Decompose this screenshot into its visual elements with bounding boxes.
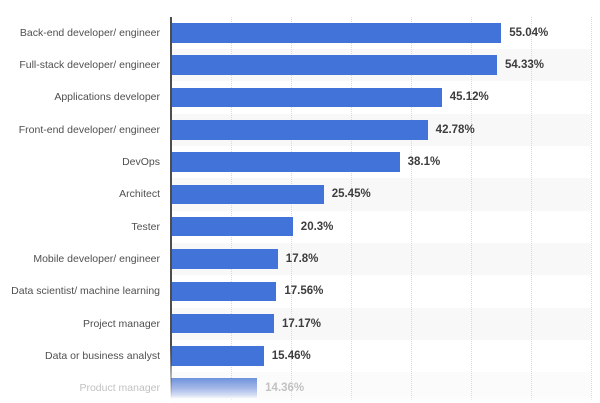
category-label: Data or business analyst [45,349,160,362]
value-label: 54.33% [504,59,544,72]
category-label: Tester [131,220,160,233]
value-label: 45.12% [449,91,489,104]
category-label: Project manager [82,317,160,330]
bar-row: Back-end developer/ engineer 55.04% [0,17,600,49]
value-label: 42.78% [435,123,475,136]
bar [171,378,258,398]
y-axis-line [170,17,172,399]
gridline-70pct [590,17,592,400]
category-label: Architect [119,188,160,201]
bar-row: Product manager 14.36% [0,372,600,403]
bar [171,120,428,140]
category-label: Front-end developer/ engineer [18,123,160,136]
category-label: Back-end developer/ engineer [19,26,160,39]
category-label: Product manager [79,382,160,395]
value-label: 55.04% [509,26,549,39]
bar [171,249,278,269]
bar [171,152,400,172]
value-label: 17.56% [284,285,324,298]
category-label: Data scientist/ machine learning [11,285,160,298]
bar-row: Front-end developer/ engineer 42.78% [0,113,600,146]
category-label: DevOps [122,156,160,168]
value-label: 15.46% [271,349,311,362]
value-label: 38.1% [407,156,441,168]
gridline-60pct [530,17,532,400]
value-label: 20.3% [300,220,334,233]
bar-row: DevOps 38.1% [0,146,600,178]
value-label: 17.8% [285,252,319,265]
bar [171,55,497,75]
bar-row: Full-stack developer/ engineer 54.33% [0,49,600,82]
value-label: 25.45% [331,188,371,201]
bar-row: Applications developer 45.12% [0,81,600,113]
gridline-50pct [470,17,472,400]
bar [171,313,275,334]
gridline-40pct [410,17,412,400]
gridline-30pct [350,17,352,400]
bar-row: Project manager 17.17% [0,307,600,340]
value-label: 14.36% [265,382,305,395]
bar-row: Data scientist/ machine learning 17.56% [0,275,600,307]
bar-row: Data or business analyst 15.46% [0,340,600,372]
category-label: Mobile developer/ engineer [33,252,160,265]
bar [171,346,264,366]
category-label: Applications developer [54,91,160,104]
category-label: Full-stack developer/ engineer [19,59,160,72]
bar-row: Mobile developer/ engineer 17.8% [0,242,600,276]
gridline-20pct [290,17,292,400]
gridline-10pct [230,17,232,400]
bar [171,216,293,237]
bar-row: Tester 20.3% [0,211,600,243]
value-label: 17.17% [282,317,322,330]
bar [171,87,442,108]
bar-row: Architect 25.45% [0,178,600,211]
bar [171,23,502,43]
bar [171,281,277,302]
bar [171,184,324,205]
